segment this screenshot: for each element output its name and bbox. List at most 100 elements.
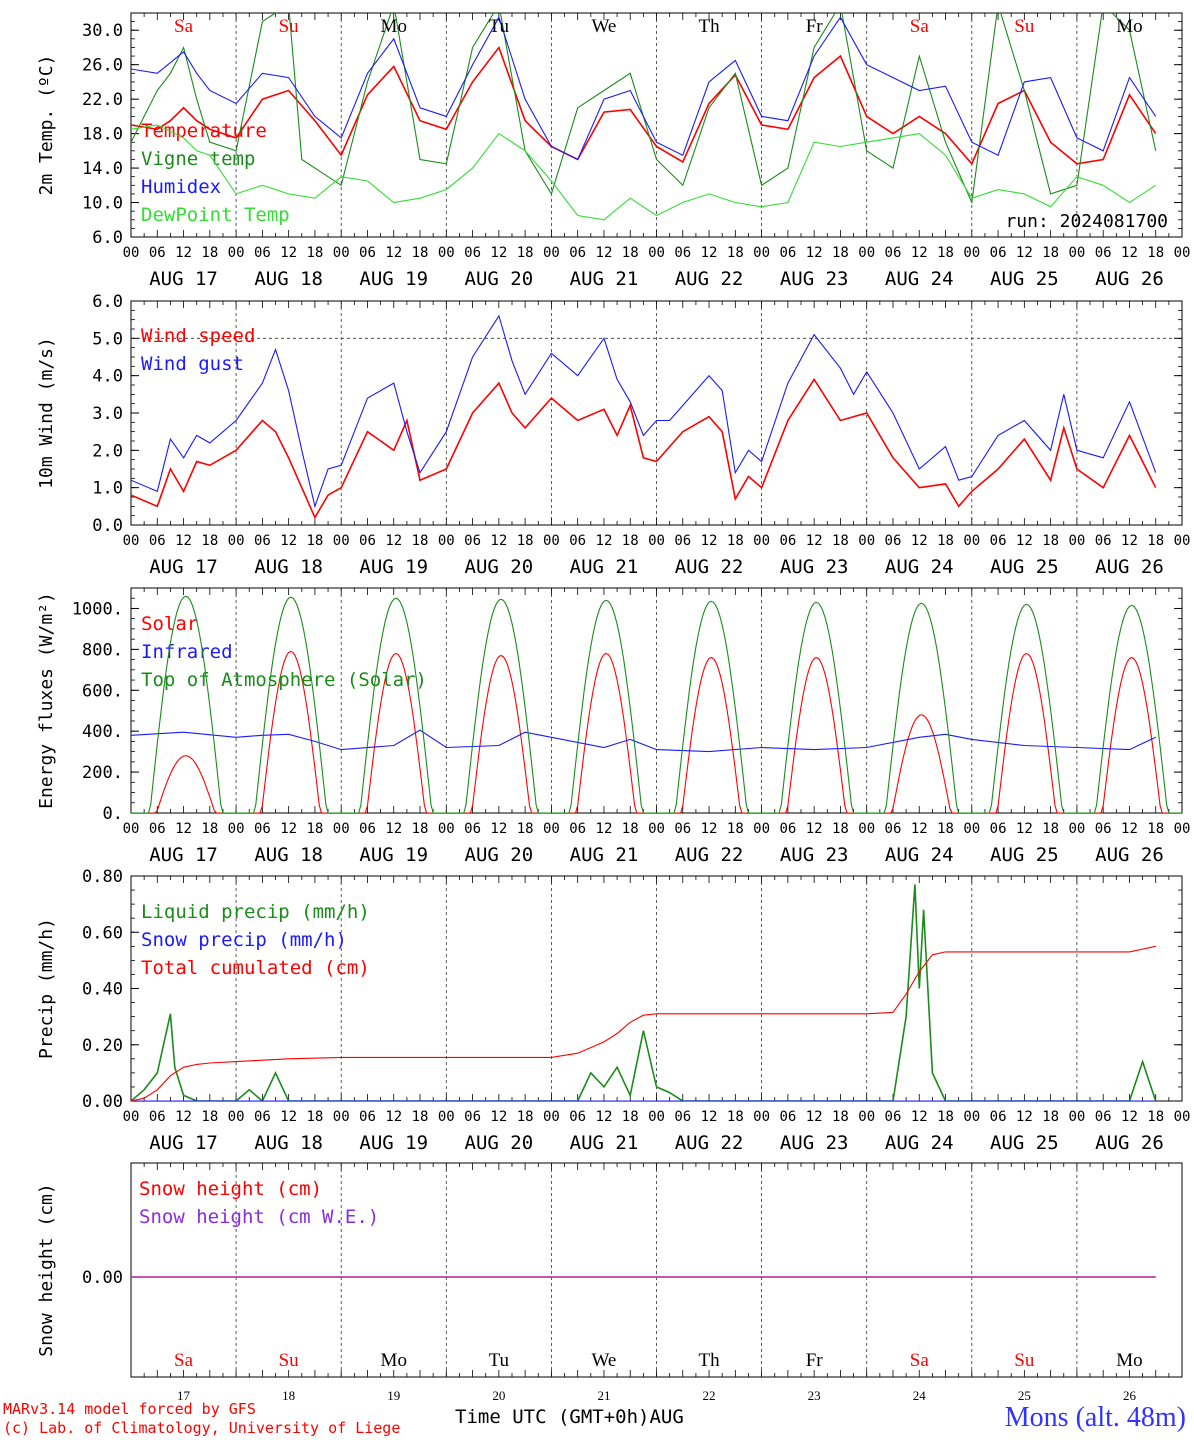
hour-tick-label: 00 (543, 1109, 560, 1125)
legend-top-of-atmosphere-solar: Top of Atmosphere (Solar) (141, 669, 427, 691)
hour-tick-label: 06 (674, 533, 691, 549)
hour-tick-label: 18 (622, 1109, 639, 1125)
date-label: AUG 17 (149, 1132, 218, 1154)
date-label: AUG 19 (359, 1132, 428, 1154)
hour-tick-label: 12 (596, 821, 613, 837)
weekday-label-bottom: Sa (174, 1350, 194, 1371)
model-credit: MARv3.14 model forced by GFS (c) Lab. of… (3, 1400, 400, 1438)
hour-tick-label: 12 (385, 821, 402, 837)
date-label: AUG 22 (675, 556, 744, 578)
hour-tick-label: 12 (701, 533, 718, 549)
hour-tick-label: 06 (674, 821, 691, 837)
hour-tick-label: 00 (123, 245, 140, 261)
hour-tick-label: 12 (175, 821, 192, 837)
weekday-label-top: Mo (1116, 16, 1142, 37)
hour-tick-label: 06 (149, 533, 166, 549)
weekday-label-top: Tu (489, 16, 510, 37)
legend-total-cumulated-cm: Total cumulated (cm) (141, 957, 370, 979)
hour-tick-label: 12 (490, 533, 507, 549)
hour-tick-label: 06 (885, 1109, 902, 1125)
weekday-label-top: Su (279, 16, 300, 37)
weekday-label-top: Mo (381, 16, 407, 37)
y-tick-label: 18.0 (82, 125, 123, 145)
day-number-label: 26 (1123, 1388, 1137, 1403)
date-label: AUG 18 (254, 1132, 323, 1154)
hour-tick-label: 18 (1042, 533, 1059, 549)
hour-tick-label: 18 (1042, 1109, 1059, 1125)
hour-tick-label: 12 (911, 1109, 928, 1125)
hour-tick-label: 00 (123, 533, 140, 549)
y-tick-label: 5.0 (92, 329, 123, 349)
y-tick-label: 6.0 (92, 228, 123, 248)
hour-tick-label: 12 (1016, 821, 1033, 837)
panel-4: 0.00 0.20 0.40 0.60 0.80 Precip (mm/h) 00 06 12 1… (36, 867, 1190, 1154)
hour-tick-label: 00 (228, 533, 245, 549)
hour-tick-label: 00 (963, 245, 980, 261)
day-number-label: 18 (282, 1388, 295, 1403)
hour-tick-label: 06 (885, 821, 902, 837)
hour-tick-label: 18 (727, 1109, 744, 1125)
legend-vigne-temp: Vigne temp (141, 148, 255, 170)
weekday-label-top: Su (1014, 16, 1035, 37)
hour-tick-label: 18 (937, 1109, 954, 1125)
y-tick-label: 10.0 (82, 194, 123, 214)
legend-humidex: Humidex (141, 176, 221, 198)
legend-snow-height-cm: Snow height (cm) (139, 1178, 322, 1200)
day-number-label: 25 (1018, 1388, 1031, 1403)
y-tick-label: 2.0 (92, 441, 123, 461)
y-tick-label: 0.40 (82, 980, 123, 1000)
hour-tick-label: 12 (701, 821, 718, 837)
hour-tick-label: 06 (569, 1109, 586, 1125)
hour-tick-label: 06 (569, 245, 586, 261)
hour-tick-label: 18 (1147, 1109, 1164, 1125)
y-axis-label: 10m Wind (m/s) (36, 337, 57, 489)
time-axis-month: AUG (649, 1406, 684, 1428)
y-tick-label: 200. (82, 763, 123, 783)
legend-snow-height-cm-w-e: Snow height (cm W.E.) (139, 1206, 379, 1228)
hour-tick-label: 18 (517, 245, 534, 261)
hour-tick-label: 18 (832, 1109, 849, 1125)
y-tick-label: 800. (82, 640, 123, 660)
y-tick-label: 6.0 (92, 292, 123, 312)
date-label: AUG 18 (254, 268, 323, 290)
date-label: AUG 17 (149, 268, 218, 290)
panel-2: 0.0 1.0 2.0 3.0 4.0 5.0 6.0 10m Wind (m/s) 00 06 1… (36, 292, 1190, 578)
hour-tick-label: 12 (911, 245, 928, 261)
date-label: AUG 20 (465, 844, 534, 866)
y-tick-label: 1.0 (92, 479, 123, 499)
y-tick-label: 22.0 (82, 90, 123, 110)
y-axis-label: 2m Temp. (ºC) (36, 55, 57, 196)
hour-tick-label: 18 (1147, 821, 1164, 837)
weekday-label-bottom: Fr (806, 1350, 824, 1371)
hour-tick-label: 12 (490, 821, 507, 837)
series-line-wind-gust (131, 314, 1157, 509)
y-tick-label: 400. (82, 722, 123, 742)
panel-frame (130, 300, 1183, 526)
hour-tick-label: 00 (123, 1109, 140, 1125)
hour-tick-label: 12 (490, 245, 507, 261)
hour-tick-label: 18 (832, 245, 849, 261)
hour-tick-label: 12 (1121, 533, 1138, 549)
date-label: AUG 25 (990, 844, 1059, 866)
weekday-label-bottom: Th (698, 1350, 720, 1371)
hour-tick-label: 18 (201, 1109, 218, 1125)
hour-tick-label: 00 (228, 1109, 245, 1125)
date-label: AUG 22 (675, 268, 744, 290)
hour-tick-label: 12 (911, 821, 928, 837)
hour-tick-label: 06 (569, 533, 586, 549)
y-axis-label: Precip (mm/h) (36, 918, 57, 1059)
y-tick-label: 0.00 (82, 1092, 123, 1112)
series-line-humidex (131, 15, 1157, 161)
hour-tick-label: 06 (779, 245, 796, 261)
hour-tick-label: 00 (753, 821, 770, 837)
hour-tick-label: 18 (937, 821, 954, 837)
date-label: AUG 19 (359, 268, 428, 290)
hour-tick-label: 06 (464, 1109, 481, 1125)
hour-tick-label: 06 (1095, 245, 1112, 261)
panel-frame (130, 587, 1183, 814)
day-number-label: 24 (913, 1388, 927, 1403)
hour-tick-label: 12 (385, 1109, 402, 1125)
panel-1: 6.0 10.0 14.0 18.0 22.0 26.0 30.0 2m Temp. (ºC)… (36, 12, 1190, 290)
hour-tick-label: 12 (385, 533, 402, 549)
